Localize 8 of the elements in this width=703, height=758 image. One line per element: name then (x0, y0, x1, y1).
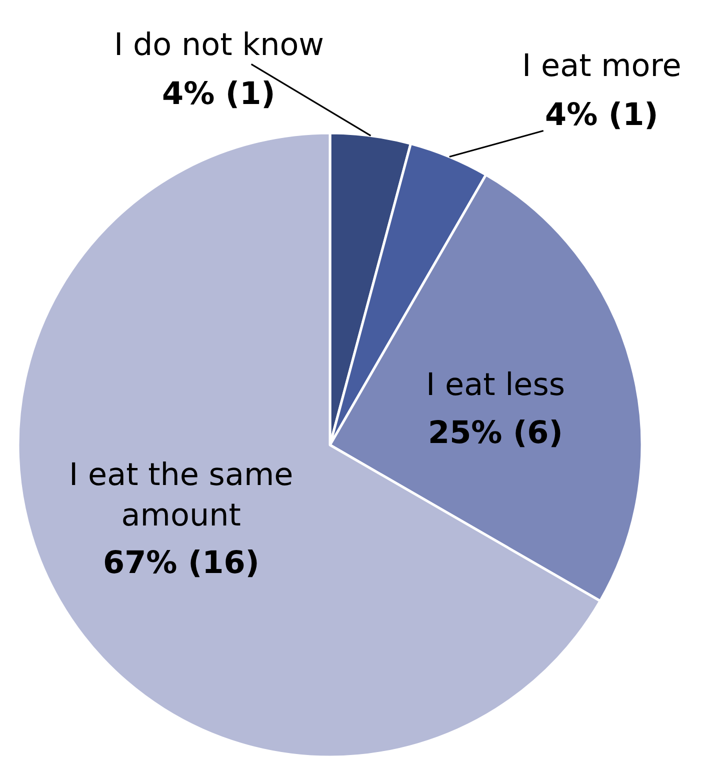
data-label: 4% (1) (545, 97, 658, 133)
data-label: 67% (16) (103, 545, 260, 581)
slice-label: I eat more (522, 48, 682, 84)
slice-label: I eat the same amount (69, 457, 294, 534)
slice-label: I eat less (426, 367, 566, 403)
slice-label: I do not know (114, 27, 324, 63)
data-label: 25% (6) (428, 415, 563, 451)
data-label: 4% (1) (162, 76, 276, 112)
